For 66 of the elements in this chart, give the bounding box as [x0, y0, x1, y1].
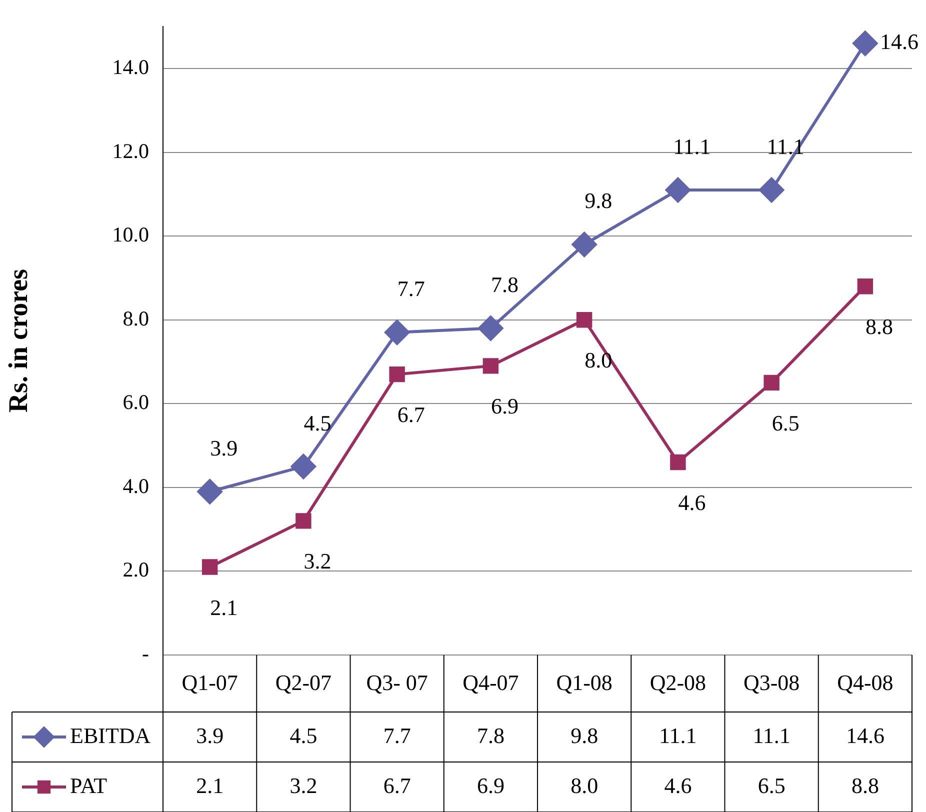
text: 6.9	[490, 394, 518, 419]
x-tick-label: Q4-07	[462, 670, 519, 695]
text: 4.6	[678, 490, 706, 516]
y-tick-label: 12.0	[112, 138, 149, 163]
point	[384, 320, 410, 345]
x-tick-label: Q4-08	[837, 670, 894, 695]
point	[857, 278, 874, 294]
x-tick-label: Q2-08	[650, 670, 706, 695]
data-label: 2.1	[196, 772, 224, 798]
data-label: 9.8	[570, 722, 598, 748]
text: 9.8	[584, 188, 612, 214]
data-label: 6.7	[383, 772, 411, 798]
text: 3.2	[304, 548, 332, 574]
text: 4.5	[304, 410, 332, 436]
text: 11.1	[673, 134, 711, 159]
point	[764, 374, 780, 391]
y-tick-label: 14.0	[112, 55, 149, 80]
data-label: 4.5	[290, 722, 318, 748]
point	[478, 316, 504, 341]
data-label: 3.2	[290, 772, 318, 798]
point	[852, 30, 878, 56]
point	[290, 454, 316, 479]
text: 6.7	[397, 402, 425, 428]
y-tick-label: 4.0	[122, 474, 149, 498]
data-label: 11.1	[752, 722, 790, 748]
y-tick-label: 8.0	[122, 306, 149, 330]
x-tick-label: Q2-07	[275, 670, 332, 695]
x-tick-label: Q1-08	[556, 670, 612, 695]
point	[482, 358, 499, 374]
text: 2.1	[210, 594, 238, 620]
point	[296, 513, 312, 529]
text: 6.5	[772, 410, 800, 436]
x-tick-label: Q1-07	[182, 670, 238, 695]
point	[572, 232, 597, 257]
point	[197, 479, 222, 504]
y-tick-label: -	[142, 642, 149, 666]
data-label: 14.6	[846, 722, 884, 748]
y-tick-label: 10.0	[112, 222, 149, 247]
data-label: 7.8	[476, 722, 504, 748]
data-label: 7.7	[383, 722, 411, 748]
legend-label: PAT	[70, 772, 108, 798]
data-label: 6.9	[476, 772, 504, 798]
point	[576, 312, 592, 328]
text: 8.8	[865, 314, 893, 340]
text: 3.9	[210, 435, 238, 460]
legend-label: EBITDA	[70, 722, 151, 748]
text: 14.6	[880, 29, 918, 54]
data-label: 8.0	[570, 772, 598, 798]
point	[389, 366, 405, 382]
data-label: 4.6	[664, 772, 692, 798]
data-label: 6.5	[758, 772, 786, 798]
point	[670, 454, 686, 470]
y-axis-title: Rs. in crores	[3, 268, 34, 413]
y-tick-label: 2.0	[122, 558, 149, 582]
text: 7.8	[490, 272, 518, 298]
text: 7.7	[397, 276, 425, 302]
point	[202, 559, 218, 575]
data-label: 8.8	[851, 772, 879, 798]
data-label: 3.9	[196, 722, 224, 748]
text: 8.0	[584, 348, 612, 373]
data-label: 11.1	[659, 722, 697, 748]
point	[759, 177, 784, 202]
x-tick-label: Q3-08	[743, 670, 800, 695]
x-tick-label: Q3- 07	[366, 670, 428, 695]
point	[665, 177, 690, 202]
y-tick-label: 6.0	[122, 390, 149, 414]
